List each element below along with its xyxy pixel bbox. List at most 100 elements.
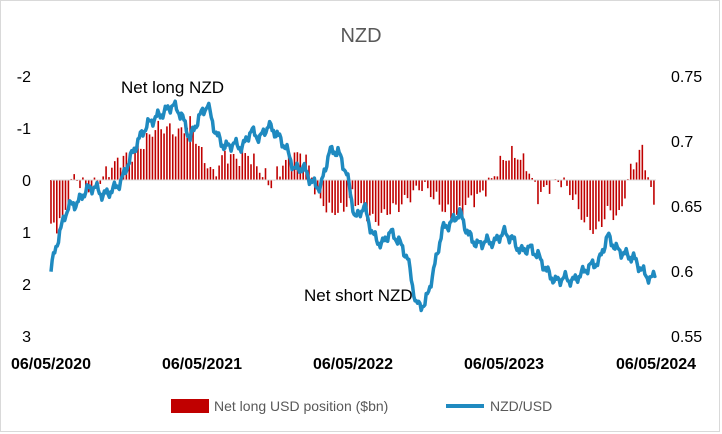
- bar: [516, 159, 519, 180]
- bar: [574, 180, 577, 195]
- left-tick-label: 2: [22, 277, 31, 294]
- bar: [360, 180, 362, 204]
- bar: [374, 180, 377, 223]
- left-tick-label: 1: [22, 225, 31, 242]
- bar: [406, 180, 409, 199]
- bar: [479, 180, 481, 193]
- bar: [137, 145, 139, 180]
- bar: [464, 180, 467, 206]
- bar: [400, 180, 403, 205]
- bar: [580, 180, 583, 220]
- bar: [453, 180, 455, 219]
- bar: [467, 180, 470, 198]
- bar: [206, 168, 209, 180]
- bar: [113, 161, 116, 180]
- bar: [592, 180, 594, 234]
- x-tick-label: 06/05/2023: [464, 356, 544, 373]
- bar: [279, 176, 281, 180]
- bar: [285, 159, 287, 180]
- bar: [357, 180, 360, 206]
- bar: [322, 180, 325, 207]
- bar: [560, 180, 562, 188]
- bar: [389, 180, 391, 215]
- bar: [308, 165, 310, 180]
- bar: [131, 161, 133, 180]
- bar: [241, 150, 244, 180]
- bar: [250, 164, 252, 180]
- bar: [215, 176, 218, 180]
- bar: [450, 180, 452, 219]
- bar: [261, 177, 264, 180]
- bar: [342, 180, 345, 212]
- bar: [79, 180, 81, 189]
- bar: [345, 180, 348, 207]
- bar: [644, 170, 647, 180]
- bar: [557, 180, 560, 183]
- bar: [270, 180, 273, 189]
- bar: [195, 143, 197, 180]
- bar: [624, 180, 626, 199]
- bar: [435, 180, 438, 192]
- bar: [621, 180, 623, 207]
- bar: [363, 180, 365, 208]
- bar: [108, 177, 110, 180]
- bar: [102, 176, 104, 180]
- bar: [337, 180, 339, 213]
- bar: [163, 133, 165, 180]
- bar: [247, 155, 249, 180]
- bar: [70, 178, 73, 180]
- bar: [73, 174, 75, 180]
- bar: [577, 180, 580, 210]
- bar: [386, 180, 389, 215]
- bar: [53, 180, 55, 223]
- bar: [221, 155, 223, 180]
- bar-series: [50, 116, 655, 234]
- bar: [56, 180, 58, 234]
- bar: [589, 180, 591, 231]
- bar: [82, 177, 84, 180]
- bar: [116, 157, 119, 180]
- bar: [638, 149, 641, 180]
- bar: [380, 180, 383, 213]
- bar: [476, 180, 478, 194]
- bar: [653, 180, 655, 205]
- left-tick-label: 3: [22, 329, 31, 346]
- bar: [461, 180, 464, 217]
- bar: [218, 165, 220, 180]
- bar: [154, 130, 157, 180]
- bar: [140, 148, 142, 180]
- bar: [134, 146, 136, 180]
- bar: [473, 180, 475, 208]
- bar: [395, 180, 397, 205]
- bar: [119, 167, 122, 180]
- bar: [493, 176, 496, 180]
- bar: [595, 180, 597, 230]
- bar: [229, 154, 232, 180]
- bar: [618, 180, 620, 211]
- bar: [534, 180, 536, 182]
- bar: [192, 130, 194, 180]
- bar: [328, 180, 331, 203]
- bar: [583, 180, 586, 223]
- bar: [609, 180, 612, 211]
- bar: [171, 134, 174, 180]
- bar: [600, 180, 603, 227]
- bar: [238, 165, 241, 180]
- bar: [189, 116, 191, 180]
- right-tick-label: 0.6: [671, 264, 693, 281]
- bar: [371, 180, 374, 214]
- annotation-net-long: Net long NZD: [121, 78, 224, 97]
- bar: [427, 180, 429, 189]
- bar: [183, 133, 186, 180]
- bar: [502, 159, 504, 180]
- x-tick-label: 06/05/2022: [313, 356, 393, 373]
- bar: [174, 136, 177, 180]
- bar: [458, 180, 461, 206]
- bar: [641, 144, 644, 180]
- nzd-usd-line: [49, 99, 657, 313]
- bar: [61, 180, 64, 219]
- bar: [157, 120, 160, 180]
- x-axis: 06/05/2020 06/05/2021 06/05/2022 06/05/2023…: [11, 356, 696, 373]
- bar: [258, 172, 261, 180]
